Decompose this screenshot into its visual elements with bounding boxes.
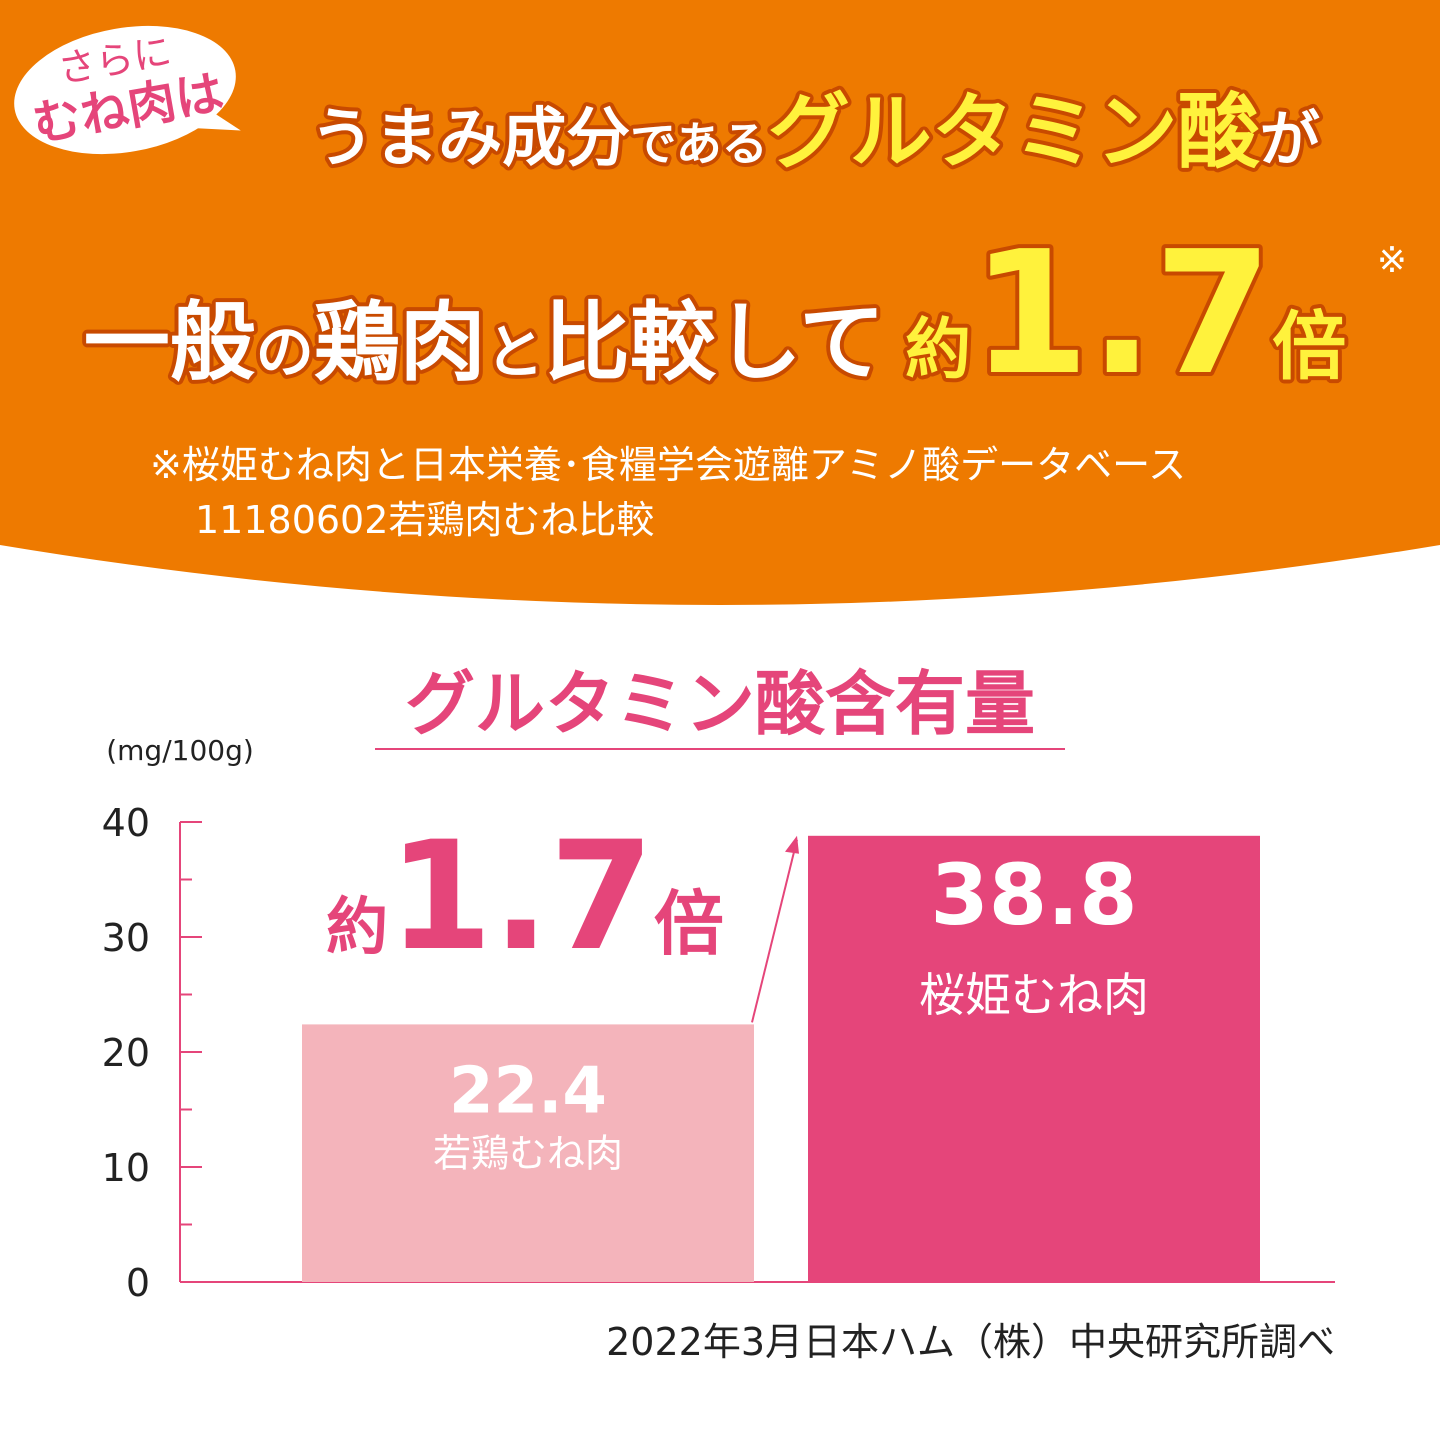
headline-part: うまみ成分 [310, 102, 630, 176]
footnote: ※桜姫むね肉と日本栄養･食糧学会遊離アミノ酸データベース [150, 443, 1186, 487]
headline-part: グルタミン酸 [768, 85, 1261, 180]
headline: 一般の鶏肉と比較して 約1.7倍 [84, 215, 1347, 413]
bar [302, 1024, 754, 1282]
y-tick-label: 10 [102, 1146, 150, 1190]
note-mark: ※ [1377, 240, 1407, 281]
bubble-tail [187, 106, 241, 131]
headline-part: である [630, 117, 768, 171]
headline: うまみ成分であるグルタミン酸が [310, 85, 1320, 180]
header-band [0, 0, 1440, 605]
annotation-part: 約 [326, 890, 388, 963]
value-label: 38.8 [930, 846, 1137, 944]
chart-title: グルタミン酸含有量 [405, 663, 1035, 745]
y-tick-label: 20 [102, 1031, 150, 1075]
y-tick-label: 40 [102, 801, 150, 845]
category-label: 桜姫むね肉 [919, 968, 1149, 1022]
headline-part: 1.7 [971, 215, 1272, 413]
y-axis-label: (mg/100g) [106, 734, 254, 767]
source: 2022年3月日本ハム（株）中央研究所調べ [606, 1320, 1335, 1364]
headline-part: 倍 [1272, 304, 1346, 390]
arrow [751, 839, 798, 1023]
arrow-head [785, 835, 799, 854]
headline-part: 鶏肉 [314, 293, 486, 393]
headline-part: が [1260, 105, 1320, 175]
headline-part: 比較して [544, 293, 885, 393]
value-label: 22.4 [449, 1054, 607, 1128]
annotation-part: 1.7 [388, 810, 654, 984]
category-label: 若鶏むね肉 [433, 1131, 623, 1175]
annotation: 約1.7倍 [326, 810, 724, 984]
footnote: 11180602若鶏肉むね比較 [195, 498, 654, 542]
headline-part: の [256, 318, 314, 386]
bar [808, 835, 1260, 1282]
headline-part: と [486, 318, 544, 386]
headline-part: 約 [905, 311, 971, 388]
y-tick-label: 0 [126, 1261, 150, 1305]
annotation-part: 倍 [654, 883, 724, 965]
bubble-shape [14, 25, 236, 155]
y-tick-label: 30 [102, 916, 150, 960]
headline-part: 一般 [84, 293, 256, 393]
